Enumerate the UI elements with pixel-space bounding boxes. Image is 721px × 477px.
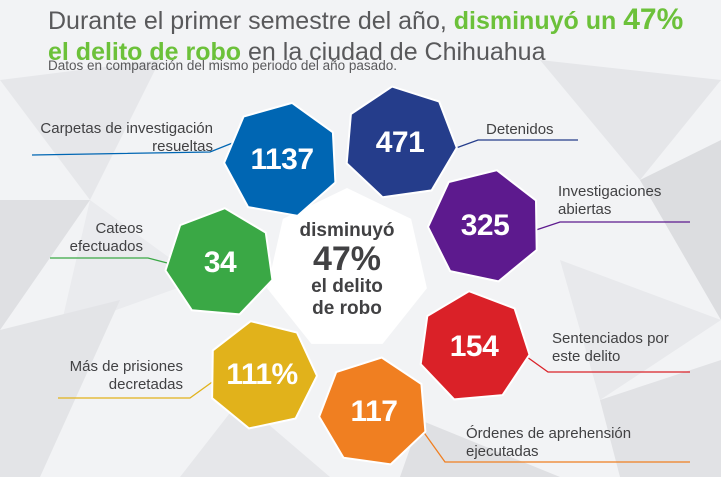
label-cateos: Cateos efectuados [40, 220, 143, 256]
title-highlight-1: disminuyó un [453, 7, 624, 35]
leader-line-prisiones [58, 379, 216, 399]
title-part2: en la ciudad de Chihuahua [241, 38, 546, 66]
heptagon-ordenes [318, 356, 427, 466]
label-sentenciados-line1: Sentenciados por [552, 330, 669, 347]
label-investigaciones-line2: abiertas [558, 201, 612, 218]
value-sentenciados: 154 [449, 330, 499, 363]
leader-line-sentenciados [519, 351, 690, 373]
center-heptagon [267, 188, 427, 344]
value-investigaciones: 325 [460, 209, 510, 242]
label-investigaciones: Investigaciones abiertas [558, 183, 661, 219]
label-cateos-line2: efectuados [69, 238, 143, 255]
leader-line-ordenes [414, 419, 690, 463]
center-value: 47% [312, 240, 382, 278]
label-sentenciados: Sentenciados por este delito [552, 330, 669, 366]
value-ordenes: 117 [350, 395, 398, 428]
heptagon-cateos [164, 207, 274, 316]
label-prisiones: Más de prisiones decretadas [20, 358, 183, 394]
heptagon-carpetas [222, 101, 337, 217]
heptagon-sentenciados [419, 290, 531, 401]
label-carpetas: Carpetas de investigación resueltas [17, 120, 213, 156]
value-cateos: 34 [203, 246, 237, 279]
center-line4: de robo [312, 298, 382, 319]
center-text: disminuyó 47% el delito de robo [299, 220, 394, 320]
value-prisiones: 111% [226, 358, 298, 391]
title-highlight-2: el delito de robo [48, 38, 242, 66]
center-line3: el delito [311, 276, 383, 297]
label-detenidos-line1: Detenidos [486, 121, 554, 138]
title-highlight-number: 47% [623, 3, 684, 36]
leader-line-carpetas [31, 139, 241, 156]
label-detenidos: Detenidos [486, 121, 554, 139]
title-part1: Durante el primer semestre del año, [48, 7, 454, 35]
heptagon-detenidos [345, 85, 458, 199]
heptagon-prisiones [211, 320, 319, 430]
heptagon-investigaciones [426, 169, 538, 283]
label-sentenciados-line2: este delito [552, 348, 621, 365]
label-ordenes-line2: ejecutadas [466, 443, 539, 460]
label-cateos-line1: Cateos [95, 220, 143, 237]
leader-line-cateos [50, 257, 176, 266]
page-title: Durante el primer semestre del año, dism… [48, 4, 683, 68]
center-line1: disminuyó [299, 220, 395, 241]
value-carpetas: 1137 [250, 143, 314, 176]
label-prisiones-line2: decretadas [108, 376, 183, 393]
label-carpetas-line1: Carpetas de investigación [40, 120, 213, 137]
label-ordenes: Órdenes de aprehensión ejecutadas [466, 425, 631, 461]
label-prisiones-line1: Más de prisiones [69, 358, 183, 375]
leader-line-detenidos [444, 139, 578, 153]
label-ordenes-line1: Órdenes de aprehensión [466, 425, 632, 442]
label-carpetas-line2: resueltas [152, 138, 213, 155]
page-subtitle: Datos en comparación del mismo periodo d… [48, 58, 397, 73]
leader-line-investigaciones [529, 221, 690, 233]
label-investigaciones-line1: Investigaciones [558, 183, 662, 200]
value-detenidos: 471 [375, 126, 425, 159]
